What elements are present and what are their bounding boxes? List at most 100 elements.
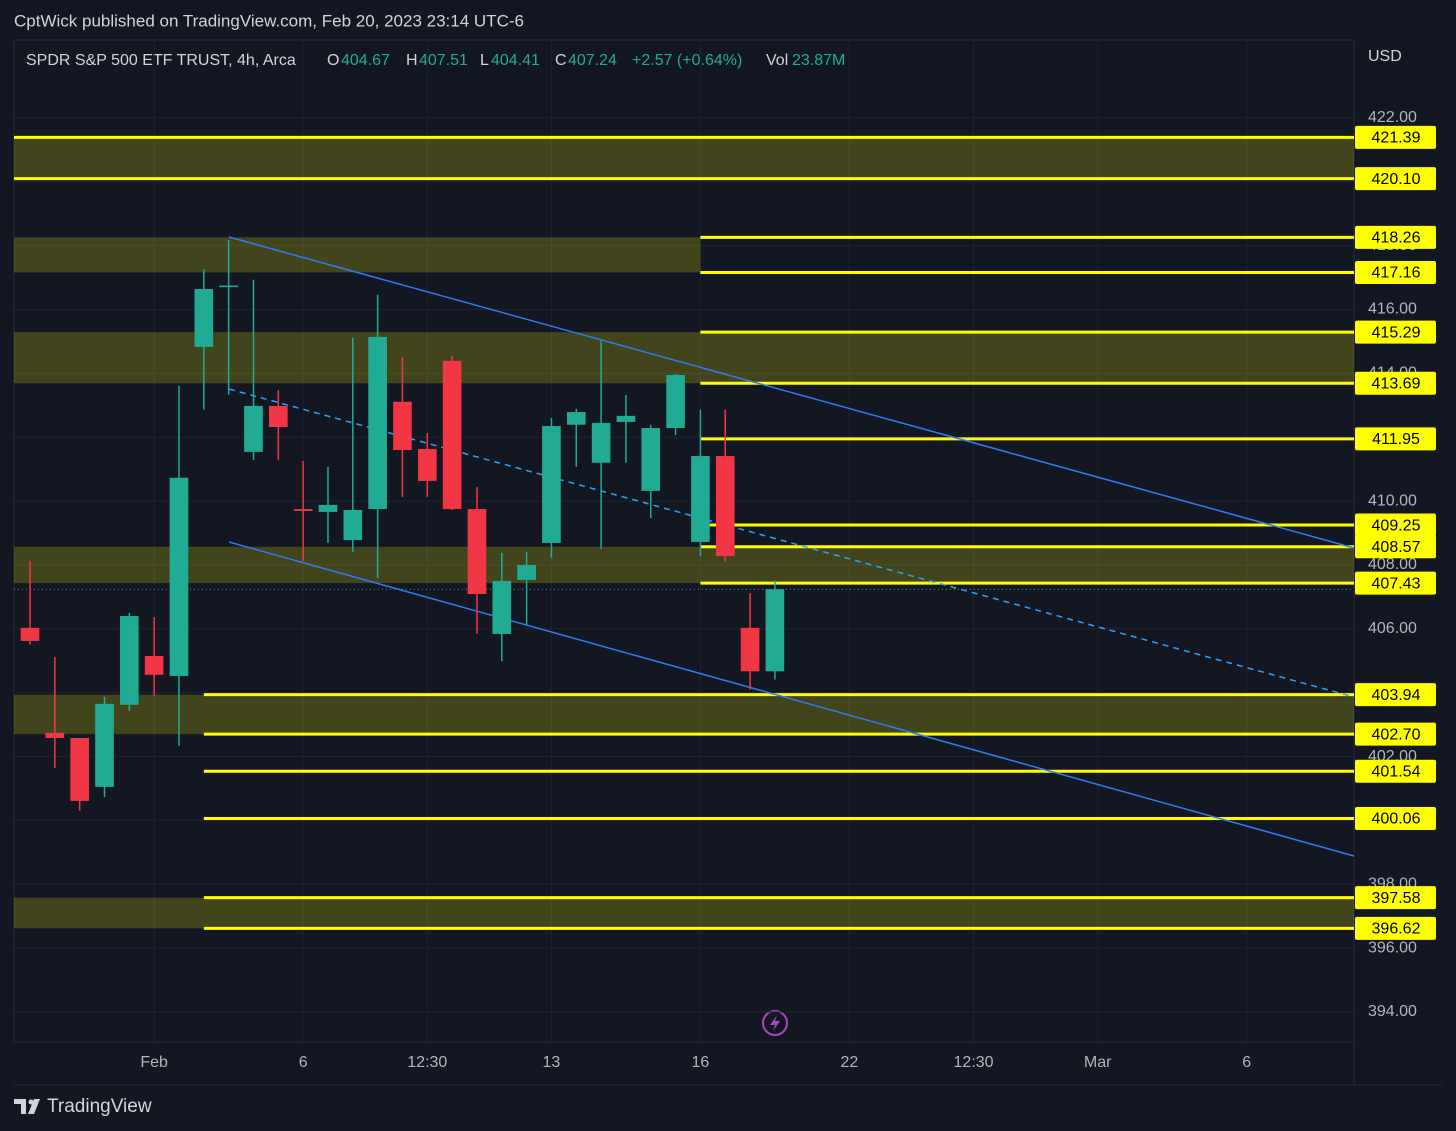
- x-tick-label: 22: [841, 1054, 859, 1071]
- publisher: CptWick published on TradingView.com, Fe…: [14, 11, 524, 30]
- level-zone: [14, 897, 1354, 929]
- candle-body: [343, 510, 363, 541]
- level-label: 401.54: [1372, 763, 1421, 780]
- x-tick-label: 16: [692, 1054, 710, 1071]
- brand-logo: [14, 1099, 40, 1114]
- level-label-box: [1355, 806, 1436, 830]
- level-label-box: [1355, 260, 1436, 284]
- level-label: 402.70: [1372, 726, 1421, 743]
- level-zone: [14, 332, 1354, 384]
- alert-bolt[interactable]: [770, 1015, 780, 1031]
- candle-body: [641, 427, 661, 491]
- candle-body: [169, 477, 189, 677]
- candle-body: [616, 415, 636, 422]
- candle-body: [417, 449, 437, 481]
- candle-body: [269, 405, 288, 428]
- legend-label: O: [327, 52, 339, 69]
- trendlines: [228, 236, 1355, 857]
- level-label: 421.39: [1372, 130, 1421, 147]
- candle-body: [691, 456, 710, 542]
- level-label-box: [1355, 722, 1436, 746]
- legend-value: 404.67: [341, 52, 390, 69]
- candle-body: [45, 732, 65, 739]
- candle-body: [318, 504, 338, 512]
- x-tick-label: 12:30: [954, 1054, 994, 1071]
- candle-body: [368, 336, 387, 510]
- candle-body: [244, 405, 263, 452]
- level-label-box: [1355, 320, 1436, 344]
- level-label: 403.94: [1372, 687, 1421, 704]
- trendline-lower: [228, 541, 1355, 857]
- candle-body: [20, 627, 40, 641]
- logo-dot: [28, 1099, 34, 1105]
- level-label: 420.10: [1372, 171, 1421, 188]
- level-label-box: [1355, 916, 1436, 940]
- candle-body: [219, 285, 238, 288]
- legend-volume: 23.87M: [792, 52, 845, 69]
- level-label: 407.43: [1372, 575, 1421, 592]
- chart-pane: [13, 39, 1355, 1043]
- level-label-box: [1355, 886, 1436, 910]
- level-label: 397.58: [1372, 890, 1421, 907]
- candle-body: [542, 426, 561, 543]
- legend-label: Vol: [766, 52, 788, 69]
- x-tick-label: 13: [543, 1054, 561, 1071]
- level-label-box: [1355, 225, 1436, 249]
- y-tick-label: 396.00: [1368, 939, 1417, 956]
- candle-body: [591, 422, 611, 463]
- candle-body: [566, 411, 586, 425]
- y-tick-label: 410.00: [1368, 492, 1417, 509]
- x-tick-label: 6: [1242, 1054, 1251, 1071]
- level-label-box: [1355, 513, 1436, 537]
- candle-body: [120, 616, 139, 705]
- level-label-box: [1355, 535, 1436, 559]
- candle-body: [467, 509, 487, 595]
- legend-value: 407.51: [419, 52, 468, 69]
- level-label-box: [1355, 571, 1436, 595]
- alert-circle[interactable]: [762, 1010, 788, 1036]
- x-tick-label: Mar: [1084, 1054, 1112, 1071]
- level-zone: [14, 237, 701, 273]
- level-label: 413.69: [1372, 375, 1421, 392]
- candle-body: [144, 655, 164, 675]
- x-tick-label: 6: [299, 1054, 308, 1071]
- legend-label: H: [406, 52, 418, 69]
- level-label: 400.06: [1372, 811, 1421, 828]
- level-label-box: [1355, 683, 1436, 707]
- y-tick-label: 408.00: [1368, 556, 1417, 573]
- legend-label: C: [555, 52, 567, 69]
- trendline-middle: [228, 388, 1355, 698]
- level-label-box: [1355, 759, 1436, 783]
- level-label-box: [1355, 371, 1436, 395]
- alert-icon[interactable]: [762, 1010, 788, 1036]
- level-label-box: [1355, 125, 1436, 149]
- x-tick-label: Feb: [140, 1054, 168, 1071]
- candle-body: [95, 703, 114, 787]
- candle-body: [393, 401, 412, 450]
- candle-body: [715, 456, 735, 557]
- level-label: 418.26: [1372, 230, 1421, 247]
- level-label-box: [1355, 427, 1436, 451]
- level-label: 396.62: [1372, 921, 1421, 938]
- level-zone: [14, 546, 1354, 584]
- candle-body: [517, 564, 536, 580]
- currency: USD: [1368, 48, 1402, 65]
- level-label-box: [1355, 167, 1436, 191]
- candle-body: [293, 509, 313, 511]
- level-label: 408.57: [1372, 539, 1421, 556]
- level-label: 415.29: [1372, 324, 1421, 341]
- level-zone: [14, 137, 1354, 179]
- candle-body: [740, 627, 760, 672]
- legend-change: +2.57 (+0.64%): [632, 52, 742, 69]
- candle-body: [666, 374, 685, 428]
- candle-body: [492, 580, 512, 634]
- level-zone: [14, 694, 1354, 735]
- logo-mark: [14, 1099, 40, 1114]
- trendline-upper: [228, 236, 1355, 549]
- symbol-title: SPDR S&P 500 ETF TRUST, 4h, Arca: [26, 52, 296, 69]
- candle-body: [442, 360, 462, 510]
- y-tick-label: 416.00: [1368, 301, 1417, 318]
- candle-body: [194, 289, 214, 347]
